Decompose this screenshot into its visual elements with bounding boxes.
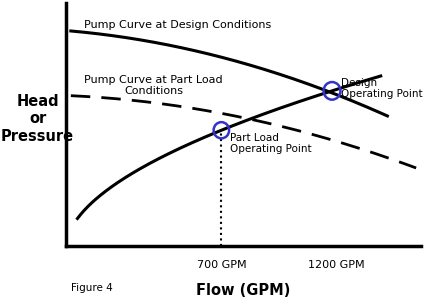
- Text: Design
Operating Point: Design Operating Point: [341, 78, 423, 99]
- Text: Pump Curve at Design Conditions: Pump Curve at Design Conditions: [84, 20, 271, 30]
- Text: 1200 GPM: 1200 GPM: [308, 260, 365, 270]
- Text: Figure 4: Figure 4: [71, 283, 113, 293]
- Text: Part Load
Operating Point: Part Load Operating Point: [230, 132, 312, 154]
- Text: Head
or
Pressure: Head or Pressure: [1, 94, 74, 144]
- Text: Pump Curve at Part Load
Conditions: Pump Curve at Part Load Conditions: [84, 75, 223, 96]
- Text: 700 GPM: 700 GPM: [197, 260, 246, 270]
- Text: Flow (GPM): Flow (GPM): [197, 283, 291, 298]
